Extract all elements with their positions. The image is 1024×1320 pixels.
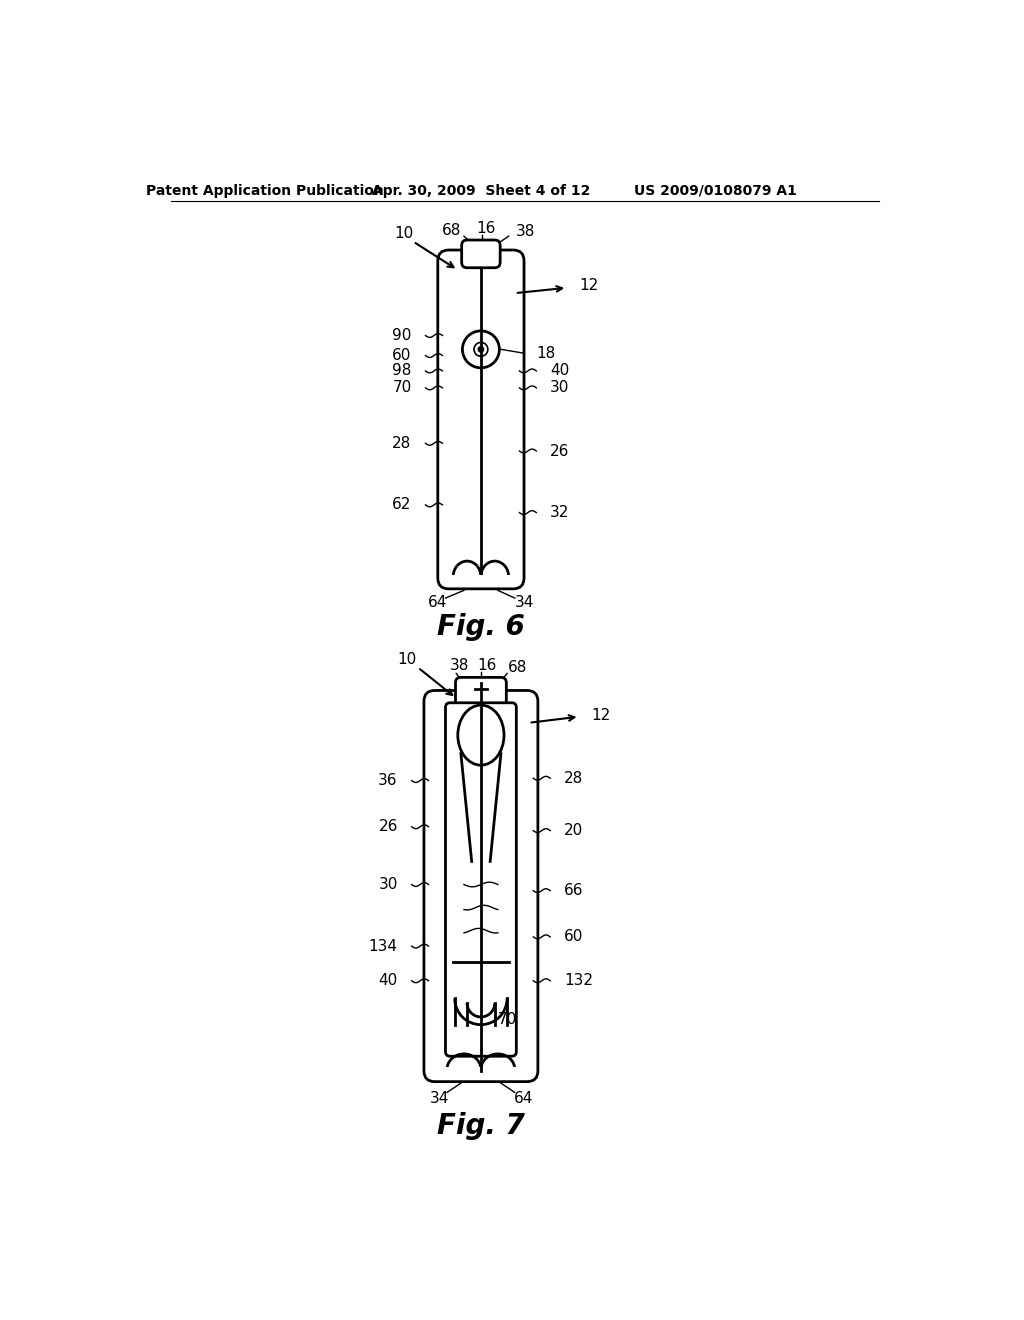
Text: 90: 90 <box>392 327 412 343</box>
Text: 132: 132 <box>564 973 593 989</box>
Text: 32: 32 <box>550 506 569 520</box>
Text: Fig. 7: Fig. 7 <box>437 1113 524 1140</box>
Text: 40: 40 <box>550 363 569 379</box>
FancyBboxPatch shape <box>456 677 506 706</box>
Text: 64: 64 <box>514 1092 534 1106</box>
Text: 62: 62 <box>392 498 412 512</box>
Text: 10: 10 <box>394 226 414 242</box>
Text: 26: 26 <box>550 444 569 458</box>
Text: 60: 60 <box>392 348 412 363</box>
Text: 134: 134 <box>369 939 397 953</box>
Text: 70: 70 <box>392 380 412 396</box>
Text: Patent Application Publication: Patent Application Publication <box>146 183 384 198</box>
Text: 40: 40 <box>379 973 397 989</box>
Text: 10: 10 <box>397 652 417 667</box>
Text: 12: 12 <box>580 279 599 293</box>
Text: 68: 68 <box>508 660 527 675</box>
Text: 12: 12 <box>592 708 611 722</box>
Text: 70: 70 <box>498 1011 517 1027</box>
Text: 64: 64 <box>428 595 447 610</box>
FancyBboxPatch shape <box>445 702 516 1056</box>
Text: 16: 16 <box>476 220 496 236</box>
Text: 98: 98 <box>392 363 412 379</box>
Text: 34: 34 <box>430 1092 449 1106</box>
FancyBboxPatch shape <box>438 249 524 589</box>
Circle shape <box>478 347 483 352</box>
Text: 20: 20 <box>564 824 584 838</box>
FancyBboxPatch shape <box>424 690 538 1081</box>
Text: 36: 36 <box>378 774 397 788</box>
Text: 34: 34 <box>514 595 534 610</box>
Text: 66: 66 <box>564 883 584 898</box>
Text: 60: 60 <box>564 929 584 944</box>
Text: Apr. 30, 2009  Sheet 4 of 12: Apr. 30, 2009 Sheet 4 of 12 <box>372 183 590 198</box>
Text: 38: 38 <box>516 224 536 239</box>
Text: 30: 30 <box>379 876 397 892</box>
Text: 26: 26 <box>379 820 397 834</box>
Text: 68: 68 <box>442 223 462 238</box>
Text: 38: 38 <box>450 659 469 673</box>
FancyBboxPatch shape <box>462 240 500 268</box>
Text: Fig. 6: Fig. 6 <box>437 612 524 640</box>
Text: 16: 16 <box>477 659 497 673</box>
Text: 28: 28 <box>392 436 412 451</box>
Text: 18: 18 <box>537 346 556 362</box>
Text: 28: 28 <box>564 771 584 785</box>
Text: 30: 30 <box>550 380 569 396</box>
Text: US 2009/0108079 A1: US 2009/0108079 A1 <box>634 183 798 198</box>
